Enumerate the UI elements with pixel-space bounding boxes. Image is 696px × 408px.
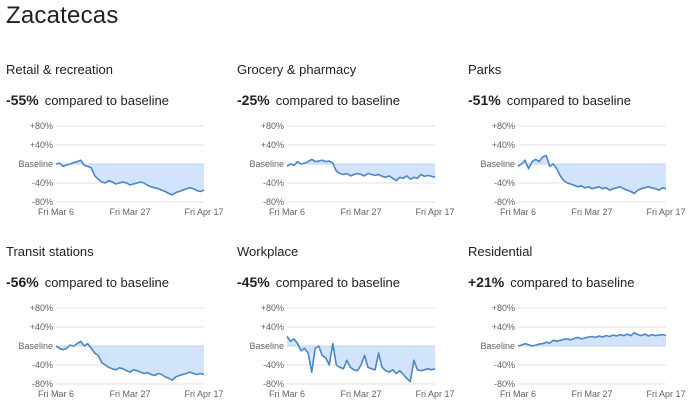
- y-tick-label: +40%: [30, 322, 53, 332]
- chart-panel: Residential +21% compared to baseline +80% +…: [468, 244, 688, 404]
- y-tick-label: -80%: [494, 197, 515, 207]
- x-tick-label: Fri Mar 6: [500, 389, 536, 399]
- series-line: [286, 158, 436, 182]
- x-tick-label: Fri Mar 6: [269, 389, 305, 399]
- y-tick-label: -80%: [263, 379, 284, 389]
- y-tick-label: +80%: [261, 303, 284, 313]
- chart-panel: Retail & recreation -55% compared to basel…: [6, 62, 226, 222]
- x-tick-label: Fri Mar 6: [269, 207, 305, 217]
- y-tick-label: +40%: [261, 140, 284, 150]
- series-line: [286, 336, 436, 383]
- x-tick-label: Fri Apr 17: [184, 389, 223, 399]
- x-tick-label: Fri Mar 27: [571, 389, 612, 399]
- series-line: [517, 154, 667, 195]
- x-tick-label: Fri Apr 17: [184, 207, 223, 217]
- series-line: [55, 340, 205, 381]
- y-tick-label: -80%: [494, 379, 515, 389]
- y-tick-label: +40%: [261, 322, 284, 332]
- y-tick-label: -40%: [263, 360, 284, 370]
- series-area: [287, 336, 435, 382]
- y-tick-label: +40%: [492, 140, 515, 150]
- chart-summary: -51% compared to baseline: [468, 92, 631, 108]
- change-value: -25%: [237, 92, 270, 108]
- series-area: [518, 155, 666, 194]
- y-tick-label: Baseline: [18, 341, 53, 351]
- y-tick-label: -40%: [32, 360, 53, 370]
- series-line: [55, 159, 205, 196]
- y-tick-label: Baseline: [480, 159, 515, 169]
- x-tick-label: Fri Mar 27: [109, 389, 150, 399]
- chart-title: Residential: [468, 244, 533, 259]
- chart-panel: Parks -51% compared to baseline +80% +40% Bas…: [468, 62, 688, 222]
- mobility-chart: +80% +40% Baseline -40% -80%Fri Mar 6 Fri Mar…: [249, 303, 454, 399]
- series-area: [287, 159, 435, 181]
- change-value: +21%: [468, 274, 505, 290]
- x-tick-label: Fri Mar 27: [340, 389, 381, 399]
- x-tick-label: Fri Mar 6: [38, 207, 74, 217]
- y-tick-label: -80%: [32, 379, 53, 389]
- compare-label: compared to baseline: [44, 275, 169, 290]
- series-area: [56, 160, 204, 195]
- x-tick-label: Fri Apr 17: [415, 207, 454, 217]
- y-tick-label: -40%: [263, 178, 284, 188]
- compare-label: compared to baseline: [506, 93, 631, 108]
- change-value: -55%: [6, 92, 39, 108]
- y-tick-label: Baseline: [18, 159, 53, 169]
- x-tick-label: Fri Apr 17: [646, 207, 685, 217]
- y-tick-label: Baseline: [249, 341, 284, 351]
- series-area: [518, 332, 666, 346]
- x-tick-label: Fri Mar 27: [571, 207, 612, 217]
- x-tick-label: Fri Mar 27: [340, 207, 381, 217]
- chart-summary: -55% compared to baseline: [6, 92, 169, 108]
- y-tick-label: -80%: [263, 197, 284, 207]
- compare-label: compared to baseline: [44, 93, 169, 108]
- compare-label: compared to baseline: [510, 275, 635, 290]
- y-tick-label: -40%: [494, 360, 515, 370]
- mobility-chart: +80% +40% Baseline -40% -80%Fri Mar 6 Fri Mar…: [480, 121, 685, 217]
- chart-title: Workplace: [237, 244, 299, 259]
- y-tick-label: +80%: [30, 121, 53, 131]
- y-tick-label: +80%: [492, 121, 515, 131]
- y-tick-label: +80%: [30, 303, 53, 313]
- y-tick-label: Baseline: [249, 159, 284, 169]
- change-value: -51%: [468, 92, 501, 108]
- y-tick-label: +40%: [492, 322, 515, 332]
- chart-summary: -25% compared to baseline: [237, 92, 400, 108]
- x-tick-label: Fri Apr 17: [646, 389, 685, 399]
- y-tick-label: +40%: [30, 140, 53, 150]
- y-tick-label: Baseline: [480, 341, 515, 351]
- chart-title: Parks: [468, 62, 502, 77]
- mobility-chart: +80% +40% Baseline -40% -80%Fri Mar 6 Fri Mar…: [18, 303, 223, 399]
- change-value: -56%: [6, 274, 39, 290]
- mobility-chart: +80% +40% Baseline -40% -80%Fri Mar 6 Fri Mar…: [249, 121, 454, 217]
- chart-summary: -45% compared to baseline: [237, 274, 400, 290]
- change-value: -45%: [237, 274, 270, 290]
- y-tick-label: -40%: [32, 178, 53, 188]
- y-tick-label: +80%: [261, 121, 284, 131]
- chart-summary: +21% compared to baseline: [468, 274, 635, 290]
- x-tick-label: Fri Mar 27: [109, 207, 150, 217]
- series-line: [517, 331, 667, 347]
- chart-panel: Transit stations -56% compared to baseline…: [6, 244, 226, 404]
- chart-title: Grocery & pharmacy: [237, 62, 357, 77]
- mobility-chart: +80% +40% Baseline -40% -80%Fri Mar 6 Fri Mar…: [18, 121, 223, 217]
- chart-summary: -56% compared to baseline: [6, 274, 169, 290]
- x-tick-label: Fri Apr 17: [415, 389, 454, 399]
- compare-label: compared to baseline: [275, 275, 400, 290]
- chart-panel: Workplace -45% compared to baseline +80% +40…: [237, 244, 457, 404]
- y-tick-label: -40%: [494, 178, 515, 188]
- chart-title: Retail & recreation: [6, 62, 113, 77]
- chart-title: Transit stations: [6, 244, 94, 259]
- x-tick-label: Fri Mar 6: [500, 207, 536, 217]
- chart-panel: Grocery & pharmacy -25% compared to baseli…: [237, 62, 457, 222]
- mobility-chart: +80% +40% Baseline -40% -80%Fri Mar 6 Fri Mar…: [480, 303, 685, 399]
- y-tick-label: +80%: [492, 303, 515, 313]
- compare-label: compared to baseline: [275, 93, 400, 108]
- x-tick-label: Fri Mar 6: [38, 389, 74, 399]
- series-area: [56, 341, 204, 381]
- y-tick-label: -80%: [32, 197, 53, 207]
- page-title: Zacatecas: [6, 2, 119, 29]
